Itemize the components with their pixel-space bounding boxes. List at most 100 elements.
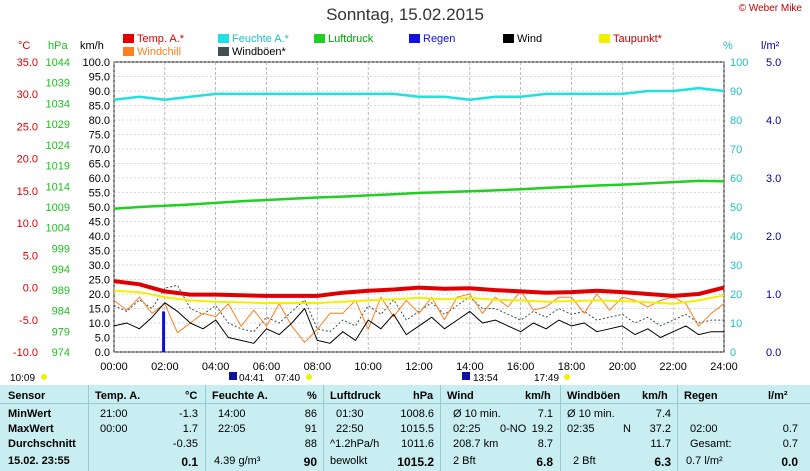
cell: 02:35	[567, 423, 595, 435]
rain-tick-label: 5.0	[766, 57, 781, 69]
legend-rain[interactable]: Regen	[409, 33, 455, 45]
wind-tick-label: 90.0	[89, 86, 110, 98]
temp-tick-label: -10.0	[13, 347, 38, 359]
legend-label: Feuchte A.*	[232, 33, 289, 45]
temp-tick-label: 15.0	[17, 186, 38, 198]
wind-unit-label: km/h	[80, 40, 104, 52]
cell: 88	[304, 438, 317, 450]
cell: 02:25	[453, 423, 481, 435]
rain-tick-label: 4.0	[766, 115, 781, 127]
pressure-tick-label: 1024	[46, 140, 70, 152]
wind-tick-label: 40.0	[89, 231, 110, 243]
temp-tick-label: 10.0	[17, 218, 38, 230]
cell: 90	[303, 455, 317, 469]
humidity-tick-label: 100	[730, 57, 748, 69]
hdr-temp: Temp. A.	[95, 390, 141, 402]
wind-tick-label: 35.0	[89, 246, 110, 258]
humidity-tick-label: 60	[730, 173, 742, 185]
cell: 4.39 g/m³	[214, 455, 261, 467]
legend-swatch	[218, 47, 229, 56]
hdr-hum: Feuchte A.	[212, 390, 268, 402]
copyright-label: © Weber Mike	[738, 3, 802, 14]
wind-tick-label: 75.0	[89, 130, 110, 142]
x-tick-label: 04:00	[202, 361, 230, 373]
pressure-tick-label: 1034	[46, 98, 70, 110]
rain-unit-label: l/m²	[761, 40, 780, 52]
wind-tick-label: 60.0	[89, 173, 110, 185]
cell: 0.7	[782, 423, 798, 435]
temp-tick-label: 30.0	[17, 89, 38, 101]
cell: 0-NO	[500, 423, 527, 435]
x-tick-label: 16:00	[507, 361, 535, 373]
wind-tick-label: 95.0	[89, 72, 110, 84]
temp-tick-label: 25.0	[17, 121, 38, 133]
wind-tick-label: 45.0	[89, 217, 110, 229]
cell: Ø 10 min.	[567, 408, 615, 420]
wind-tick-label: 55.0	[89, 188, 110, 200]
wind-tick-label: 65.0	[89, 159, 110, 171]
pressure-tick-label: 1004	[46, 223, 70, 235]
cell: 22:05	[218, 423, 246, 435]
legend-humidity[interactable]: Feuchte A.*	[218, 33, 289, 45]
hdr-rain: Regen	[684, 390, 718, 402]
humidity-tick-label: 90	[730, 86, 742, 98]
hdr-gust: Windböen	[567, 390, 621, 402]
cell: 1.7	[182, 423, 198, 435]
series-line-feuchtea	[113, 86, 725, 101]
pressure-tick-label: 1019	[46, 161, 70, 173]
legend-label: Regen	[423, 33, 456, 45]
series-line-taupunkt	[113, 289, 725, 305]
cell: 86	[304, 408, 317, 420]
weather-chart: 100.095.090.085.080.075.070.065.060.055.…	[10, 57, 781, 384]
legend-temp[interactable]: Temp. A.*	[123, 33, 184, 45]
wind-tick-label: 25.0	[89, 275, 110, 287]
cell: 91	[304, 423, 317, 435]
pressure-unit-label: hPa	[48, 40, 68, 52]
temp-tick-label: 35.0	[17, 57, 38, 69]
wind-tick-label: 80.0	[89, 115, 110, 127]
series-line-luftdruck	[113, 179, 725, 210]
hdr-wind-unit: km/h	[525, 390, 551, 402]
cell: 21:00	[100, 408, 128, 420]
legend-pressure[interactable]: Luftdruck	[314, 33, 373, 45]
cell: 7.1	[537, 408, 553, 420]
cell: 2 Bft	[453, 455, 476, 467]
legend-wind[interactable]: Wind	[503, 33, 542, 45]
cell: 01:30	[336, 408, 364, 420]
cell: Ø 10 min.	[453, 408, 501, 420]
x-tick-label: 18:00	[558, 361, 586, 373]
pressure-tick-label: 984	[52, 306, 70, 318]
sun-icon	[564, 374, 570, 380]
x-tick-label: 24:00	[710, 361, 738, 373]
row-label: MinWert	[8, 408, 52, 420]
cell: 6.8	[536, 455, 553, 469]
cell: 02:00	[690, 423, 718, 435]
wind-tick-label: 5.0	[95, 333, 110, 345]
legend-dewpoint[interactable]: Taupunkt*	[599, 33, 662, 45]
temp-unit-label: °C	[18, 40, 31, 52]
cell: 8.7	[537, 438, 553, 450]
chart-title: Sonntag, 15.02.2015	[326, 5, 484, 24]
pressure-tick-label: 1009	[46, 202, 70, 214]
legend-label: Windböen*	[232, 46, 286, 58]
cell: 19.2	[531, 423, 553, 435]
x-tick-label: 02:00	[151, 361, 179, 373]
cell: 7.4	[655, 408, 671, 420]
rain-tick-label: 2.0	[766, 231, 781, 243]
wind-tick-label: 100.0	[82, 57, 110, 69]
legend-swatch	[599, 34, 610, 43]
legend-label: Taupunkt*	[613, 33, 662, 45]
cell: 0.7	[782, 438, 798, 450]
annotation-left: 10:09	[10, 373, 35, 384]
wind-tick-label: 15.0	[89, 304, 110, 316]
x-tick-label: 00:00	[100, 361, 128, 373]
temp-tick-label: 5.0	[23, 250, 38, 262]
hdr-rain-unit: l/m²	[768, 390, 788, 402]
legend-windchill[interactable]: Windchill	[123, 46, 181, 58]
legend-gusts[interactable]: Windböen*	[218, 46, 286, 58]
noon-icon	[462, 372, 470, 380]
humidity-tick-label: 40	[730, 231, 742, 243]
cell: N	[623, 423, 631, 435]
cell: 14:00	[218, 408, 246, 420]
wind-tick-label: 50.0	[89, 202, 110, 214]
